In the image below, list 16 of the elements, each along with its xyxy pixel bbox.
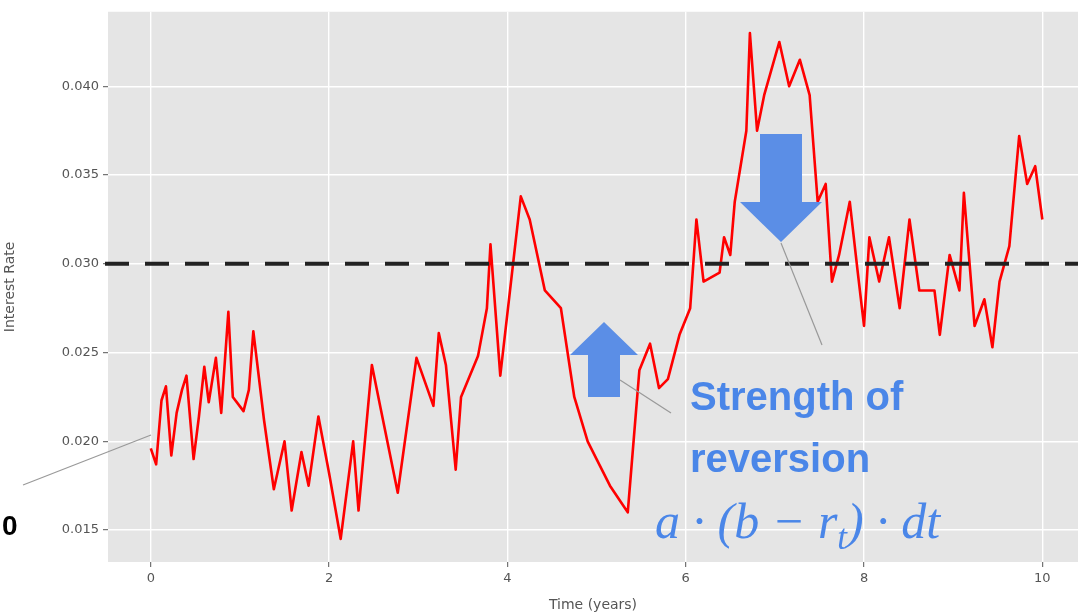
text: 0	[2, 510, 18, 541]
y-tick-label: 0.035	[61, 166, 99, 182]
x-tick-label: 6	[681, 570, 690, 586]
x-tick-label: 0	[146, 570, 155, 586]
x-tick-label: 10	[1034, 570, 1051, 586]
x-tick-label: 8	[859, 570, 869, 586]
y-tick-label: 0.025	[61, 343, 99, 359]
x-tick-label: 2	[324, 570, 334, 586]
y-tick-label: 0.040	[61, 77, 99, 93]
y-tick-label: 0.015	[61, 521, 99, 537]
y-axis-title: Interest Rate	[1, 241, 18, 333]
x-axis-title: Time (years)	[547, 596, 638, 613]
annotation: Strength of reversion	[690, 374, 904, 480]
y-tick-label: 0.020	[61, 432, 99, 448]
y-tick-label: 0.030	[61, 255, 99, 271]
x-tick-label: 4	[503, 570, 512, 586]
